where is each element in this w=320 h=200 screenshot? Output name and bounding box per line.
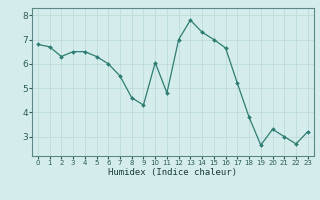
X-axis label: Humidex (Indice chaleur): Humidex (Indice chaleur) [108,168,237,177]
